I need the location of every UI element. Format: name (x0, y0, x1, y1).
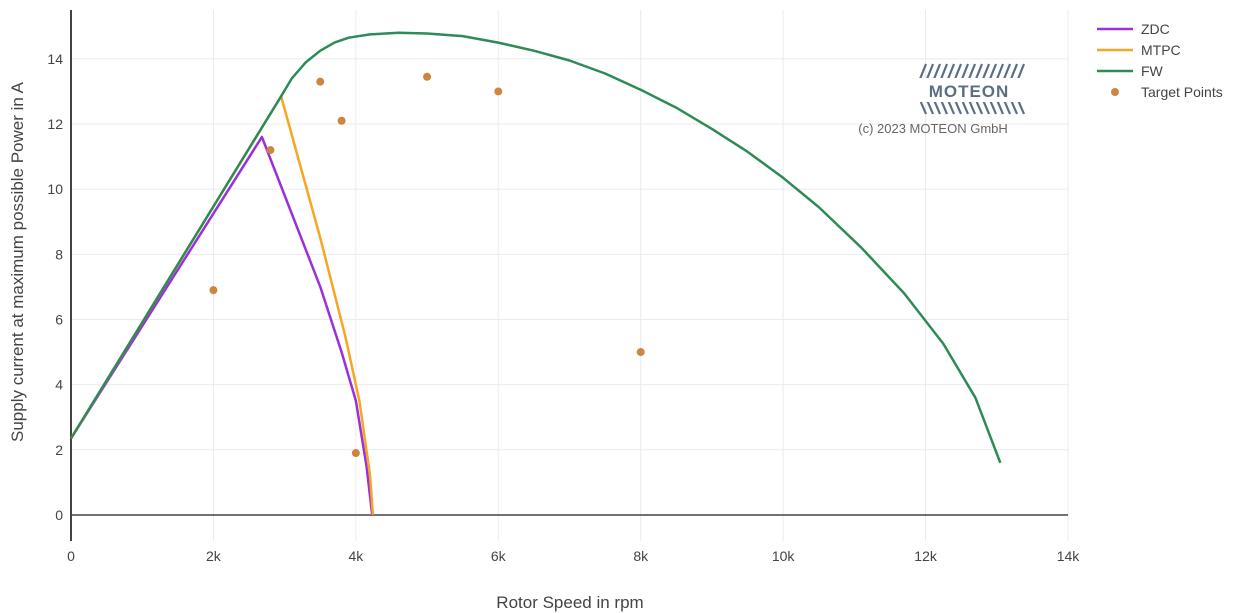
x-tick-label: 8k (633, 548, 649, 564)
legend-label-mtpc: MTPC (1141, 42, 1181, 58)
y-tick-label: 4 (55, 377, 63, 393)
legend: ZDC MTPC FW Target Points (1097, 21, 1223, 100)
target-point (316, 77, 325, 86)
y-tick-label: 2 (55, 442, 63, 458)
tick-labels: 0 2k 4k 6k 8k 10k 12k 14k 0 2 4 6 8 10 12 14 (47, 51, 1080, 564)
moteon-logo-text: MOTEON (929, 82, 1010, 101)
legend-label-target-points: Target Points (1141, 84, 1223, 100)
y-tick-label: 14 (47, 51, 63, 67)
target-point (351, 449, 360, 458)
y-tick-label: 6 (55, 311, 63, 327)
series-line-fw (69, 31, 1002, 464)
legend-label-fw: FW (1141, 63, 1164, 79)
x-tick-label: 10k (772, 548, 796, 564)
legend-swatch-target-points (1111, 88, 1119, 96)
x-tick-label: 4k (348, 548, 364, 564)
x-axis-title: Rotor Speed in rpm (496, 593, 643, 612)
legend-label-zdc: ZDC (1141, 21, 1170, 37)
x-tick-label: 0 (67, 548, 75, 564)
target-point (423, 72, 432, 81)
y-tick-label: 0 (55, 507, 63, 523)
x-tick-label: 2k (206, 548, 222, 564)
series-line-zdc (69, 135, 374, 516)
target-point (636, 348, 645, 357)
x-tick-label: 12k (914, 548, 938, 564)
x-tick-label: 6k (491, 548, 507, 564)
y-tick-label: 12 (47, 116, 63, 132)
target-point (209, 286, 218, 295)
y-axis-title: Supply current at maximum possible Power… (8, 81, 27, 442)
target-point (494, 87, 503, 96)
target-point (266, 146, 275, 155)
copyright-text: (c) 2023 MOTEON GmbH (858, 121, 1008, 136)
plot-area (69, 31, 1002, 516)
moteon-watermark: MOTEON (c) 2023 MOTEON GmbH (858, 63, 1026, 136)
axes (70, 10, 1068, 541)
target-point (337, 116, 346, 125)
y-tick-label: 8 (55, 246, 63, 262)
y-tick-label: 10 (47, 181, 63, 197)
x-tick-label: 14k (1057, 548, 1081, 564)
moteon-logo-icon (914, 63, 1026, 115)
